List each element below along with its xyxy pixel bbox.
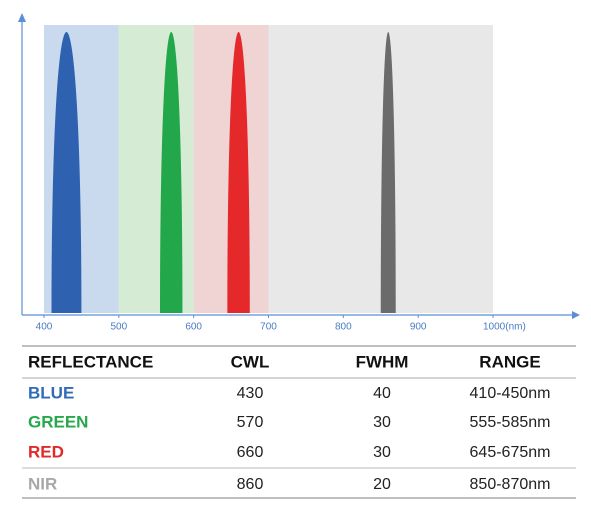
x-tick-label: 500	[110, 322, 127, 333]
range-cell: 850-870nm	[470, 476, 551, 493]
band-region	[268, 25, 493, 313]
x-tick-label: 700	[260, 322, 277, 333]
cwl-cell: 570	[237, 414, 264, 431]
row-name: BLUE	[28, 383, 74, 402]
spectral-peak	[51, 32, 82, 313]
fwhm-cell: 30	[373, 444, 391, 461]
fwhm-cell: 40	[373, 385, 391, 402]
cwl-cell: 430	[237, 385, 264, 402]
spectral-peak	[380, 32, 396, 313]
range-cell: 555-585nm	[470, 414, 551, 431]
spectral-peak	[159, 32, 183, 313]
x-tick-label: 900	[410, 322, 427, 333]
cwl-cell: 660	[237, 444, 264, 461]
fwhm-cell: 30	[373, 414, 391, 431]
fwhm-cell: 20	[373, 476, 391, 493]
table-header: REFLECTANCE	[28, 352, 153, 371]
x-tick-label: 1000(nm)	[483, 322, 526, 333]
row-name: NIR	[28, 474, 57, 493]
row-name: GREEN	[28, 412, 88, 431]
table-header: CWL	[231, 352, 270, 371]
cwl-cell: 860	[237, 476, 264, 493]
y-axis-arrow	[18, 13, 26, 22]
x-tick-label: 400	[36, 322, 53, 333]
row-name: RED	[28, 442, 64, 461]
band-region	[118, 25, 194, 313]
table-header: RANGE	[479, 352, 540, 371]
range-cell: 410-450nm	[470, 385, 551, 402]
x-tick-label: 600	[185, 322, 202, 333]
x-tick-label: 800	[335, 322, 352, 333]
table-header: FWHM	[356, 352, 409, 371]
x-axis-arrow	[572, 311, 580, 319]
spectral-peak	[227, 32, 250, 313]
range-cell: 645-675nm	[470, 444, 551, 461]
